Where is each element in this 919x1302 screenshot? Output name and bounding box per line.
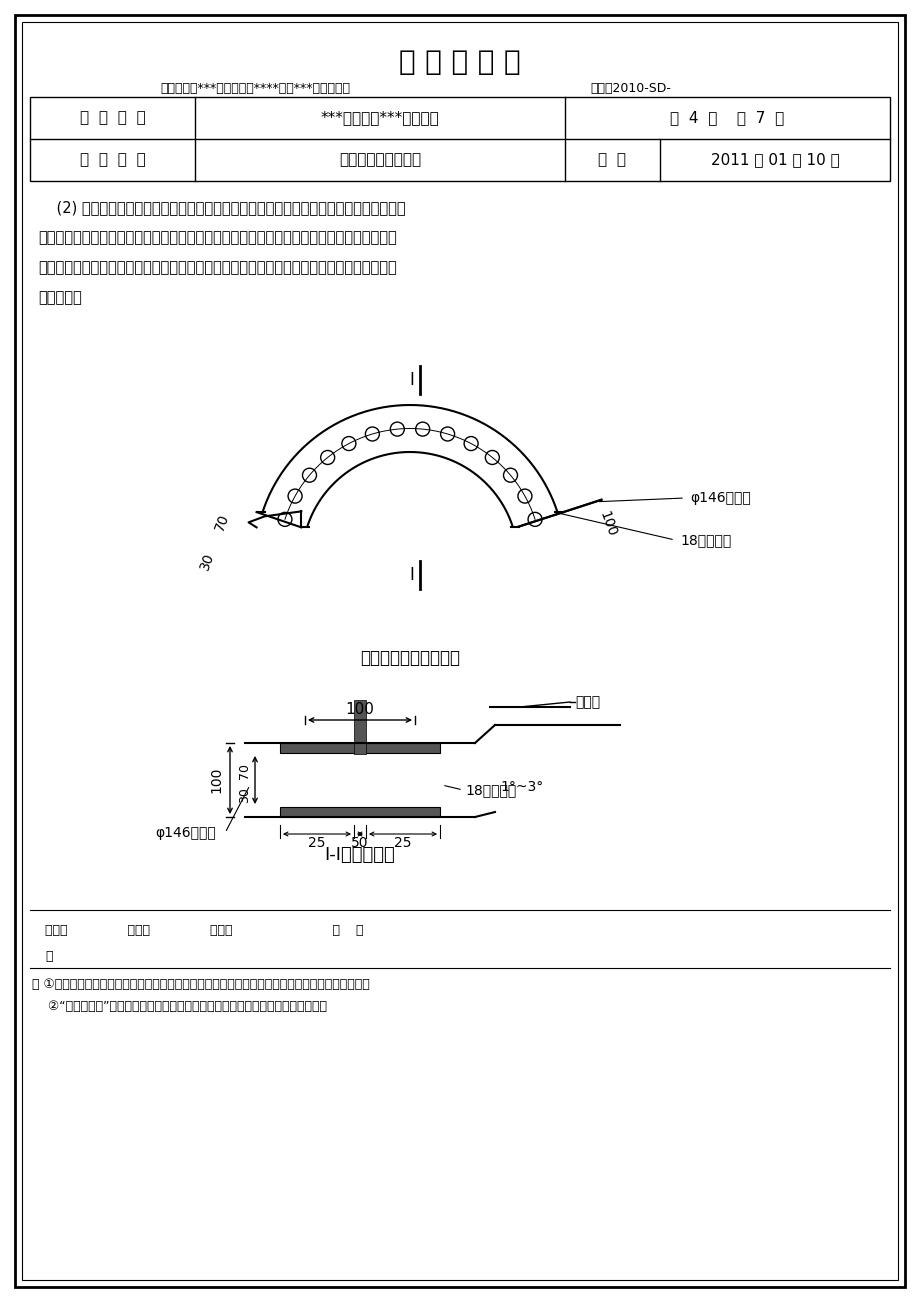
Text: 2011 年 01 月 10 日: 2011 年 01 月 10 日 [709, 152, 838, 168]
Text: 50: 50 [351, 836, 369, 850]
Text: 18号工字钢: 18号工字钢 [464, 783, 516, 797]
Text: 30: 30 [238, 788, 251, 803]
Text: 日: 日 [45, 949, 52, 962]
Text: φ146孔口管: φ146孔口管 [689, 491, 750, 505]
Text: 倾角；用前后差距法设定孔口管的外插角。孔口管应牢固焊接在工字钢上，防止浇筑混凝土时: 倾角；用前后差距法设定孔口管的外插角。孔口管应牢固焊接在工字钢上，防止浇筑混凝土… [38, 260, 396, 275]
Text: 100: 100 [346, 702, 374, 716]
Text: I-I断面示意图: I-I断面示意图 [324, 846, 395, 865]
Bar [30, 98, 889, 181]
Text: 单位：中铁***局集团公司****客专***标段项目部: 单位：中铁***局集团公司****客专***标段项目部 [160, 82, 349, 95]
Bar [354, 700, 366, 754]
Text: 1°~3°: 1°~3° [499, 780, 542, 794]
Text: I: I [409, 566, 414, 585]
Text: 注 ①对重点工程、关键部位及质量要求高的特殊工程除口头交底外，还要以书面形式进行技术交底。: 注 ①对重点工程、关键部位及质量要求高的特殊工程除口头交底外，还要以书面形式进行… [32, 979, 369, 992]
Text: I: I [409, 371, 414, 389]
Text: 18号工字钢: 18号工字钢 [679, 533, 731, 547]
Text: φ146孔口管: φ146孔口管 [154, 825, 216, 840]
Text: 25: 25 [394, 836, 412, 850]
Text: 导向墙内导向管布置图: 导向墙内导向管布置图 [359, 648, 460, 667]
Text: 编号：2010-SD-: 编号：2010-SD- [589, 82, 670, 95]
Text: 的质量。用经纬仪以坐标法在工字钢架上定出其平面位置；用水准尺配合坡度板设定孔口管的: 的质量。用经纬仪以坐标法在工字钢架上定出其平面位置；用水准尺配合坡度板设定孔口管… [38, 230, 396, 245]
Text: 技 术 交 底 书: 技 术 交 底 书 [399, 48, 520, 76]
Text: 大管棚、导向墙施工: 大管棚、导向墙施工 [338, 152, 421, 168]
Text: 70: 70 [238, 763, 251, 779]
Text: 100: 100 [596, 509, 618, 539]
Text: 工  程  名  称: 工 程 名 称 [80, 152, 145, 168]
Text: 30: 30 [198, 551, 217, 573]
Text: 25: 25 [308, 836, 325, 850]
Text: ②“技术交底书”一式二份，一份作为施工依据，一份留存备查，并办理交接手续。: ②“技术交底书”一式二份，一份作为施工依据，一份留存备查，并办理交接手续。 [32, 1000, 326, 1013]
Bar [279, 807, 439, 816]
Text: 主  送  单  位: 主 送 单 位 [80, 111, 145, 125]
Bar [279, 743, 439, 753]
Text: 70: 70 [213, 512, 232, 533]
Text: ***隧道出口***隧道工班: ***隧道出口***隧道工班 [321, 111, 439, 125]
Text: 导向墙: 导向墙 [574, 695, 599, 710]
Text: 产生位移。: 产生位移。 [38, 290, 82, 305]
Text: 编制：               复核：               签收：                         年    月: 编制： 复核： 签收： 年 月 [45, 923, 363, 936]
Text: (2) 孔口管作为管棚的导向管，它安设的平面位置、倾角、外插角的准确度直接影响管棚: (2) 孔口管作为管棚的导向管，它安设的平面位置、倾角、外插角的准确度直接影响管… [38, 201, 405, 215]
Text: 100: 100 [209, 767, 222, 793]
Text: 日  期: 日 期 [598, 152, 626, 168]
Text: 第  4  页    共  7  页: 第 4 页 共 7 页 [670, 111, 784, 125]
